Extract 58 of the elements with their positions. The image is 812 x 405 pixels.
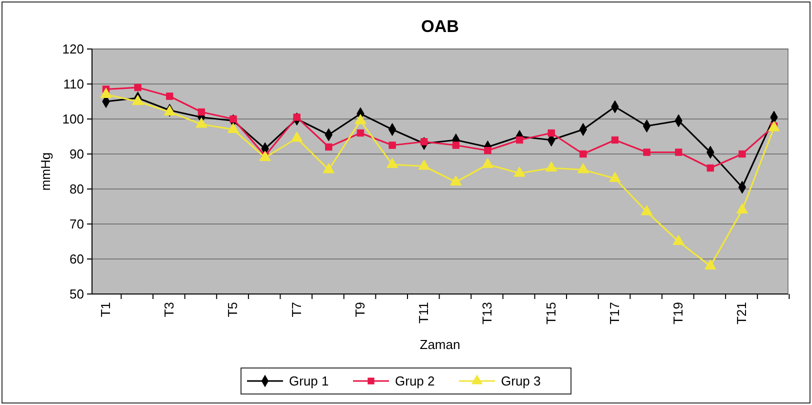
point [704,259,716,270]
x-tick-label: T3 [162,302,177,318]
point [674,148,682,156]
point [580,150,587,158]
point [516,136,524,144]
x-tick-label: T7 [288,302,304,318]
point [611,136,619,144]
y-axis-title: mmHg [38,152,53,191]
y-tick-label: 90 [70,146,84,162]
chart-title: OAB [421,17,459,36]
y-tick-label: 60 [70,252,84,267]
point [290,131,303,142]
x-tick-label: T13 [480,302,495,324]
point [672,234,684,246]
x-tick-label: T15 [543,302,558,324]
x-axis-title: Zaman [420,337,460,352]
legend-label: Grup 3 [501,374,541,389]
y-tick-label: 70 [70,216,84,232]
point [322,162,335,174]
point [450,175,462,186]
point [548,129,555,137]
point [134,84,142,92]
point [514,166,526,177]
point [640,204,653,216]
x-tick-label: T21 [734,302,750,324]
legend-label: Grup 1 [289,374,329,389]
point [166,92,174,100]
point [577,162,590,174]
y-tick-label: 80 [70,182,84,197]
point [738,150,746,158]
point [484,146,492,154]
point [420,138,428,146]
point [198,108,206,116]
point [736,203,748,214]
point [325,143,332,151]
point [643,148,650,156]
point [356,129,364,137]
x-tick-label: T19 [670,302,686,324]
x-tick-label: T9 [352,302,368,318]
x-tick-label: T11 [416,302,432,324]
y-tick-label: 50 [70,286,84,302]
point [418,159,430,170]
point [482,158,494,168]
point [227,122,240,134]
legend-label: Grup 2 [395,374,435,389]
point [230,115,237,123]
point [452,142,460,149]
y-tick-label: 120 [62,42,84,57]
x-tick-label: T1 [98,302,113,318]
point [706,164,714,172]
y-tick-label: 100 [62,112,84,127]
x-tick-label: T17 [606,302,622,324]
x-tick-label: T5 [225,302,240,318]
y-tick-label: 110 [63,76,84,92]
point [386,158,398,168]
point [609,172,621,182]
point [545,161,558,172]
point [388,142,396,149]
